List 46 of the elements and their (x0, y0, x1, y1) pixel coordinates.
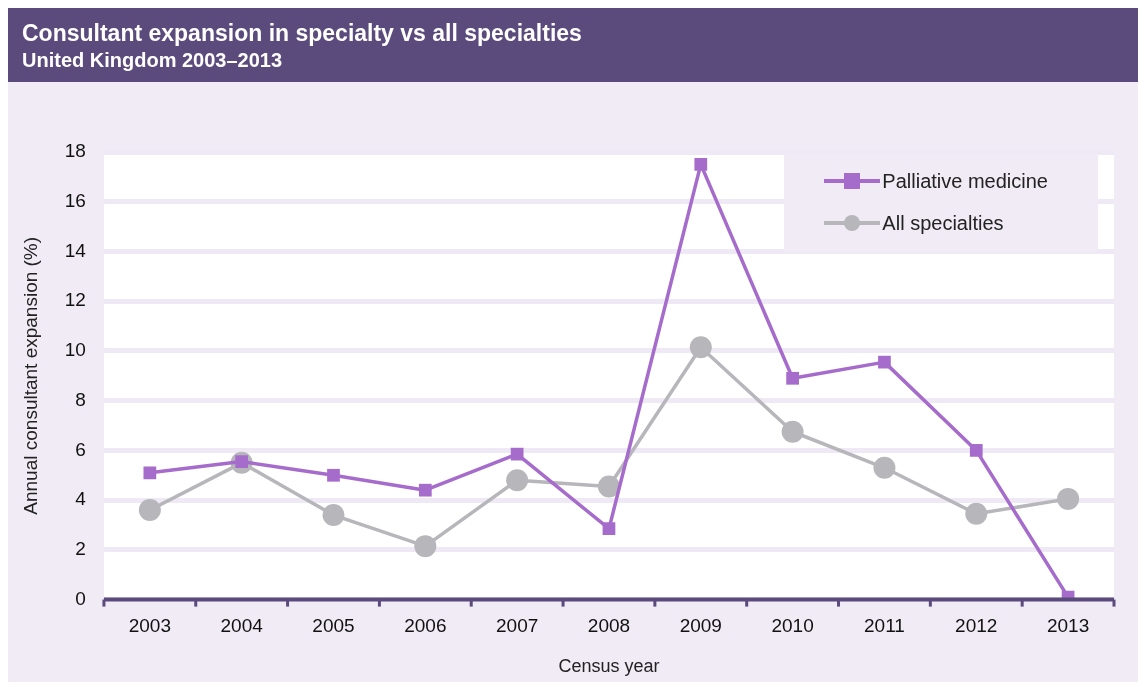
point (878, 355, 891, 369)
y-tick-label: 12 (64, 289, 86, 311)
point (873, 456, 896, 479)
y-tick-label: 4 (75, 488, 87, 510)
x-tick-label: 2004 (220, 615, 264, 637)
x-tick-label: 2012 (955, 615, 998, 637)
point (1057, 487, 1080, 510)
point (781, 420, 804, 443)
chart-subtitle: United Kingdom 2003–2013 (22, 49, 284, 72)
x-axis-title: Census year (558, 656, 660, 677)
y-tick-label: 2 (75, 538, 86, 560)
point (694, 158, 708, 171)
y-tick-label: 10 (64, 339, 86, 361)
x-tick-label: 2009 (679, 615, 722, 637)
point (322, 504, 345, 527)
point (602, 522, 616, 536)
point (597, 475, 620, 498)
point (969, 444, 983, 457)
y-tick-label: 16 (64, 189, 86, 211)
legend-label: All specialties (882, 211, 1004, 235)
x-tick-label: 2006 (404, 615, 447, 637)
x-tick-label: 2010 (771, 615, 814, 637)
point (786, 371, 799, 385)
point (327, 468, 340, 482)
legend-label: Palliative medicine (882, 169, 1048, 193)
point (138, 499, 161, 522)
y-tick-label: 14 (64, 239, 87, 261)
y-tick-label: 8 (75, 388, 86, 410)
chart-title: Consultant expansion in specialty vs all specialties (22, 20, 583, 47)
point (143, 466, 157, 480)
point (418, 483, 432, 497)
x-tick-label: 2005 (312, 615, 355, 637)
point (506, 469, 529, 492)
x-tick-label: 2011 (864, 615, 905, 637)
x-tick-label: 2013 (1046, 615, 1090, 637)
point (689, 336, 712, 359)
point (965, 502, 988, 525)
y-tick-label: 6 (75, 438, 86, 460)
point (414, 535, 437, 558)
point (510, 447, 524, 461)
y-tick-label: 18 (64, 140, 86, 162)
x-tick-label: 2008 (587, 615, 631, 637)
x-tick-label: 2003 (128, 615, 171, 637)
x-tick-label: 2007 (496, 615, 539, 637)
y-axis-title: Annual consultant expansion (%) (19, 236, 41, 515)
y-tick-label: 0 (75, 587, 86, 609)
